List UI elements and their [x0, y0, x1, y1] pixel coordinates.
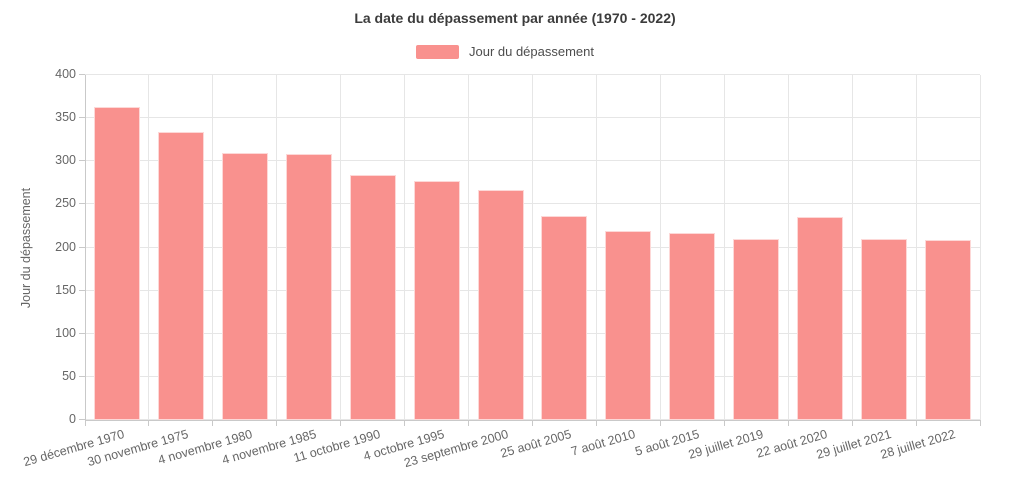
y-tick-mark: [79, 419, 85, 420]
x-gridline: [659, 75, 661, 420]
bar[interactable]: [349, 175, 396, 420]
x-tick-mark: [723, 420, 725, 426]
y-tick-label: 50: [62, 368, 76, 383]
x-tick-label: 25 août 2005: [499, 427, 574, 461]
y-tick-mark: [79, 117, 85, 119]
x-tick-label: 7 août 2010: [569, 427, 638, 459]
x-tick-mark: [148, 420, 150, 426]
bar[interactable]: [733, 238, 780, 420]
y-tick-label: 300: [55, 153, 76, 168]
y-tick-label: 150: [55, 282, 76, 297]
x-gridline: [915, 75, 917, 420]
y-tick-mark: [79, 246, 85, 248]
x-tick-mark: [468, 420, 470, 426]
x-tick-mark: [276, 420, 278, 426]
x-tick-mark: [787, 420, 789, 426]
x-tick-mark: [212, 420, 214, 426]
x-tick-mark: [915, 420, 917, 426]
x-tick-mark: [851, 420, 853, 426]
x-gridline: [723, 75, 725, 420]
bar[interactable]: [797, 217, 844, 420]
x-tick-mark: [340, 420, 342, 426]
bar[interactable]: [157, 131, 204, 420]
bar[interactable]: [925, 239, 972, 420]
x-tick-mark: [979, 420, 981, 426]
bar[interactable]: [605, 231, 652, 420]
y-tick-label: 0: [69, 412, 76, 426]
x-tick-mark: [532, 420, 533, 426]
x-tick-mark: [84, 420, 86, 426]
y-tick-mark: [79, 203, 85, 205]
x-gridline: [468, 75, 470, 420]
x-tick-mark: [404, 420, 406, 426]
bar[interactable]: [93, 106, 140, 420]
y-tick-label: 350: [55, 110, 76, 125]
x-gridline: [532, 75, 533, 420]
y-tick-mark: [79, 375, 85, 377]
x-gridline: [276, 75, 278, 420]
x-axis-line: [85, 420, 981, 421]
x-gridline: [787, 75, 789, 420]
x-tick-label: 29 juillet 2019: [687, 427, 766, 462]
x-gridline: [979, 75, 981, 420]
legend-label: Jour du dépassement: [468, 44, 595, 59]
y-tick-label: 250: [55, 196, 76, 211]
bar[interactable]: [221, 153, 268, 420]
bar[interactable]: [669, 232, 716, 420]
x-gridline: [340, 75, 342, 420]
y-tick-label: 200: [55, 239, 76, 254]
bar[interactable]: [477, 189, 524, 420]
x-gridline: [212, 75, 214, 420]
y-tick-label: 400: [55, 67, 76, 81]
x-gridline: [404, 75, 406, 420]
y-axis-line: [85, 75, 86, 421]
y-tick-mark: [79, 289, 85, 291]
x-gridline: [851, 75, 853, 420]
x-gridline: [595, 75, 597, 420]
y-tick-mark: [79, 160, 85, 162]
legend[interactable]: Jour du dépassement: [0, 44, 1010, 59]
bar[interactable]: [413, 181, 460, 420]
chart-title: La date du dépassement par année (1970 -…: [354, 10, 676, 26]
x-tick-mark: [659, 420, 661, 426]
x-tick-mark: [595, 420, 597, 426]
legend-swatch: [415, 44, 459, 59]
y-tick-mark: [79, 332, 85, 334]
bar[interactable]: [285, 154, 332, 420]
bar[interactable]: [541, 215, 588, 420]
bar[interactable]: [861, 238, 908, 420]
x-gridline: [148, 75, 150, 420]
y-gridline: [85, 74, 980, 75]
y-tick-label: 100: [55, 325, 76, 340]
y-tick-mark: [79, 74, 85, 75]
